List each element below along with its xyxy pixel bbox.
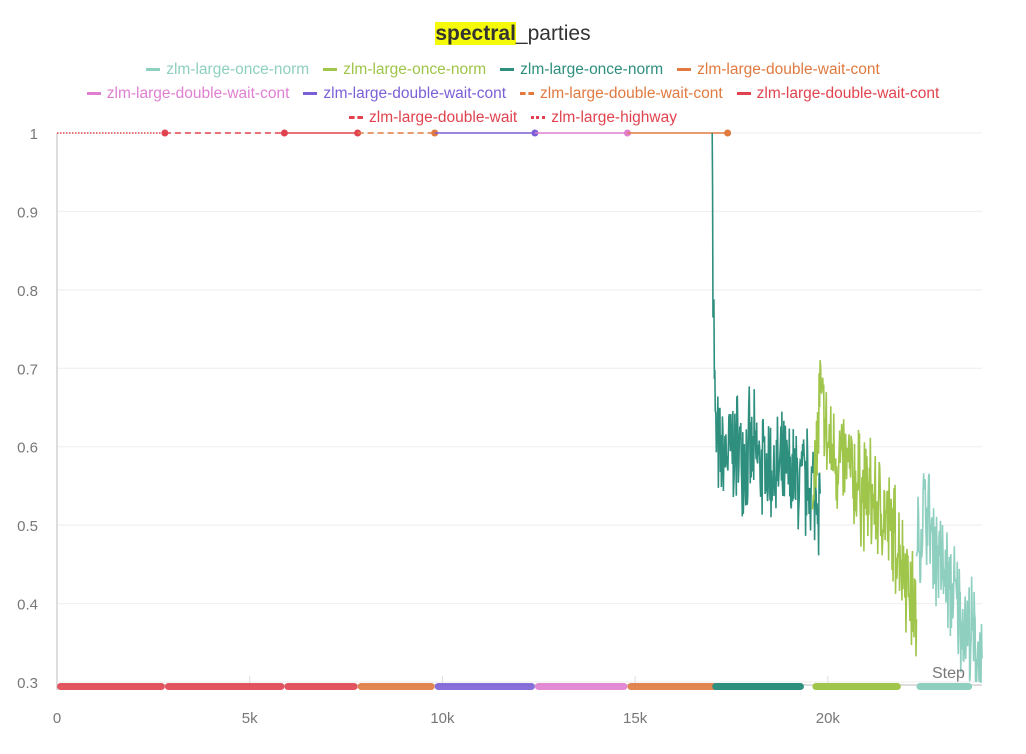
y-tick-label: 0.4 (17, 597, 38, 614)
legend-label: zlm-large-double-wait-cont (323, 85, 506, 102)
series-range-bar-1 (812, 683, 901, 690)
y-tick-label: 0.8 (17, 283, 38, 300)
series-range-bar-3 (627, 683, 728, 690)
x-tick-label: 0 (53, 710, 61, 727)
legend-item[interactable]: zlm-large-once-norm (500, 58, 663, 82)
legend-label: zlm-large-once-norm (520, 61, 664, 78)
legend-item[interactable]: zlm-large-double-wait-cont (303, 82, 506, 106)
y-tick-label: 0.9 (17, 204, 38, 221)
chart-title-rest: _parties (515, 22, 591, 45)
legend-swatch (349, 116, 364, 120)
legend-swatch (520, 92, 534, 96)
legend: zlm-large-once-norm zlm-large-once-norm zl… (0, 58, 1026, 130)
series-range-bar-0 (916, 683, 973, 690)
series-range-bar-2 (712, 683, 804, 690)
y-tick-label: 0.6 (17, 440, 38, 457)
legend-label: zlm-large-double-wait-cont (106, 85, 290, 102)
series-range-bar-7 (284, 683, 358, 690)
series-range-bar-9 (57, 683, 165, 690)
series-range-bar-8 (164, 683, 285, 690)
legend-swatch (531, 116, 546, 120)
legend-item[interactable]: zlm-large-highway (531, 106, 677, 130)
chart-title-highlight: spectral (435, 22, 516, 45)
series-end-marker-3[interactable] (724, 129, 732, 137)
legend-swatch (86, 92, 101, 96)
x-tick-label: 15k (623, 710, 648, 727)
series-range-bar-4 (534, 683, 628, 690)
x-tick-label: 5k (242, 710, 258, 727)
y-tick-label: 0.3 (17, 675, 38, 692)
legend-label: zlm-large-double-wait (369, 109, 518, 126)
x-tick-label: 20k (816, 710, 841, 727)
legend-item[interactable]: zlm-large-once-norm (146, 58, 309, 82)
legend-label: zlm-large-once-norm (166, 61, 310, 78)
legend-label: zlm-large-double-wait-cont (697, 61, 880, 78)
series-line-2[interactable] (711, 132, 821, 556)
chart-title: spectral_parties (0, 22, 1026, 46)
legend-item[interactable]: zlm-large-double-wait-cont (86, 82, 290, 106)
series-range-bar-6 (357, 683, 435, 690)
legend-item[interactable]: zlm-large-double-wait-cont (520, 82, 723, 106)
x-tick-label: 10k (430, 710, 455, 727)
y-tick-label: 1 (30, 126, 38, 143)
legend-item[interactable]: zlm-large-double-wait-cont (677, 58, 880, 82)
series-line-0[interactable] (915, 473, 983, 683)
x-axis-label: Step (932, 665, 965, 682)
legend-label: zlm-large-highway (551, 109, 677, 126)
legend-item[interactable]: zlm-large-once-norm (323, 58, 486, 82)
legend-item[interactable]: zlm-large-double-wait-cont (736, 82, 940, 106)
legend-swatch (677, 68, 692, 72)
legend-swatch (146, 68, 161, 72)
series-line-1[interactable] (811, 360, 918, 657)
legend-label: zlm-large-double-wait-cont (756, 85, 940, 102)
legend-swatch (500, 68, 515, 72)
legend-swatch (736, 92, 751, 96)
legend-label: zlm-large-double-wait-cont (540, 85, 723, 102)
legend-item[interactable]: zlm-large-double-wait (349, 106, 517, 130)
legend-swatch (323, 68, 338, 72)
series-range-bar-5 (434, 683, 535, 690)
legend-swatch (303, 92, 318, 96)
y-tick-label: 0.5 (17, 518, 38, 535)
y-tick-label: 0.7 (17, 361, 38, 378)
legend-label: zlm-large-once-norm (343, 61, 487, 78)
